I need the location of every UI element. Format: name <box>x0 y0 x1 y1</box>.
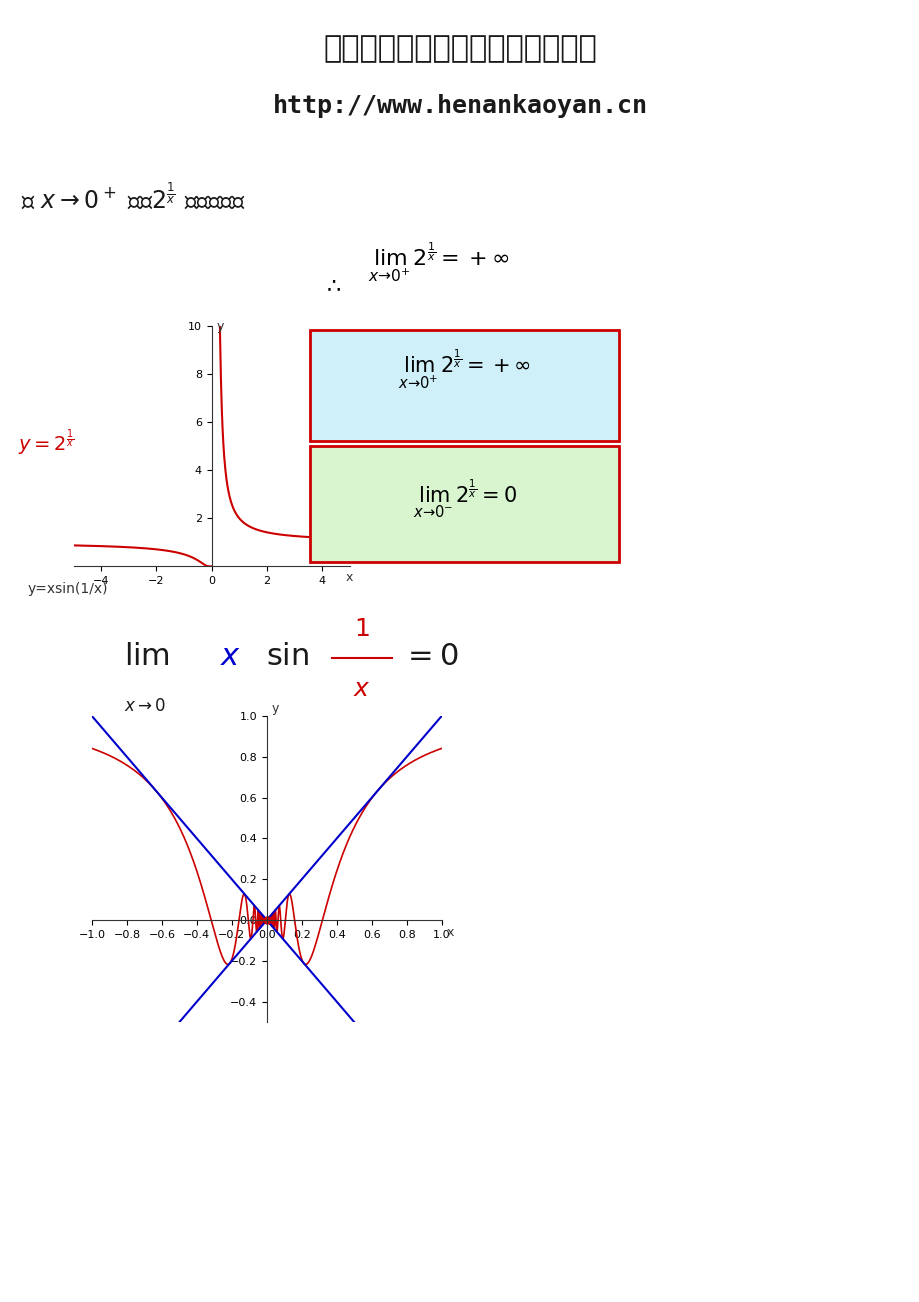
Text: x: x <box>446 927 454 940</box>
Text: $x \to 0$: $x \to 0$ <box>124 697 166 715</box>
FancyBboxPatch shape <box>310 331 618 441</box>
Text: http://www.henankaoyan.cn: http://www.henankaoyan.cn <box>272 94 647 117</box>
Text: y: y <box>217 320 224 333</box>
Text: $\lim_{x \to 0^+} 2^{\frac{1}{x}} = +\infty$: $\lim_{x \to 0^+} 2^{\frac{1}{x}} = +\in… <box>368 240 509 284</box>
Text: $\therefore$: $\therefore$ <box>322 275 341 296</box>
Text: y: y <box>272 702 279 715</box>
Text: y=xsin(1/x): y=xsin(1/x) <box>28 582 108 596</box>
Text: $\lim_{x \to 0^+} 2^{\frac{1}{x}} = +\infty$: $\lim_{x \to 0^+} 2^{\frac{1}{x}} = +\in… <box>398 348 530 391</box>
Text: $x$: $x$ <box>221 642 241 671</box>
Text: $1$: $1$ <box>354 617 369 641</box>
Text: $\sin$: $\sin$ <box>266 642 309 671</box>
FancyBboxPatch shape <box>310 445 618 561</box>
Text: $x$: $x$ <box>353 677 370 702</box>
Text: 当 $x \to 0^+$ 时，$2^{\frac{1}{x}}$ 是正无穷大: 当 $x \to 0^+$ 时，$2^{\frac{1}{x}}$ 是正无穷大 <box>20 181 245 212</box>
Text: 更多精彩考研资料尽在河南考研网: 更多精彩考研资料尽在河南考研网 <box>323 34 596 64</box>
Text: $= 0$: $= 0$ <box>402 642 459 671</box>
Text: $y = 2^{\frac{1}{x}}$: $y = 2^{\frac{1}{x}}$ <box>17 427 74 458</box>
Text: $\lim$: $\lim$ <box>124 642 170 671</box>
Text: x: x <box>346 570 353 583</box>
Text: $\lim_{x \to 0^-} 2^{\frac{1}{x}} = 0$: $\lim_{x \to 0^-} 2^{\frac{1}{x}} = 0$ <box>412 478 516 519</box>
